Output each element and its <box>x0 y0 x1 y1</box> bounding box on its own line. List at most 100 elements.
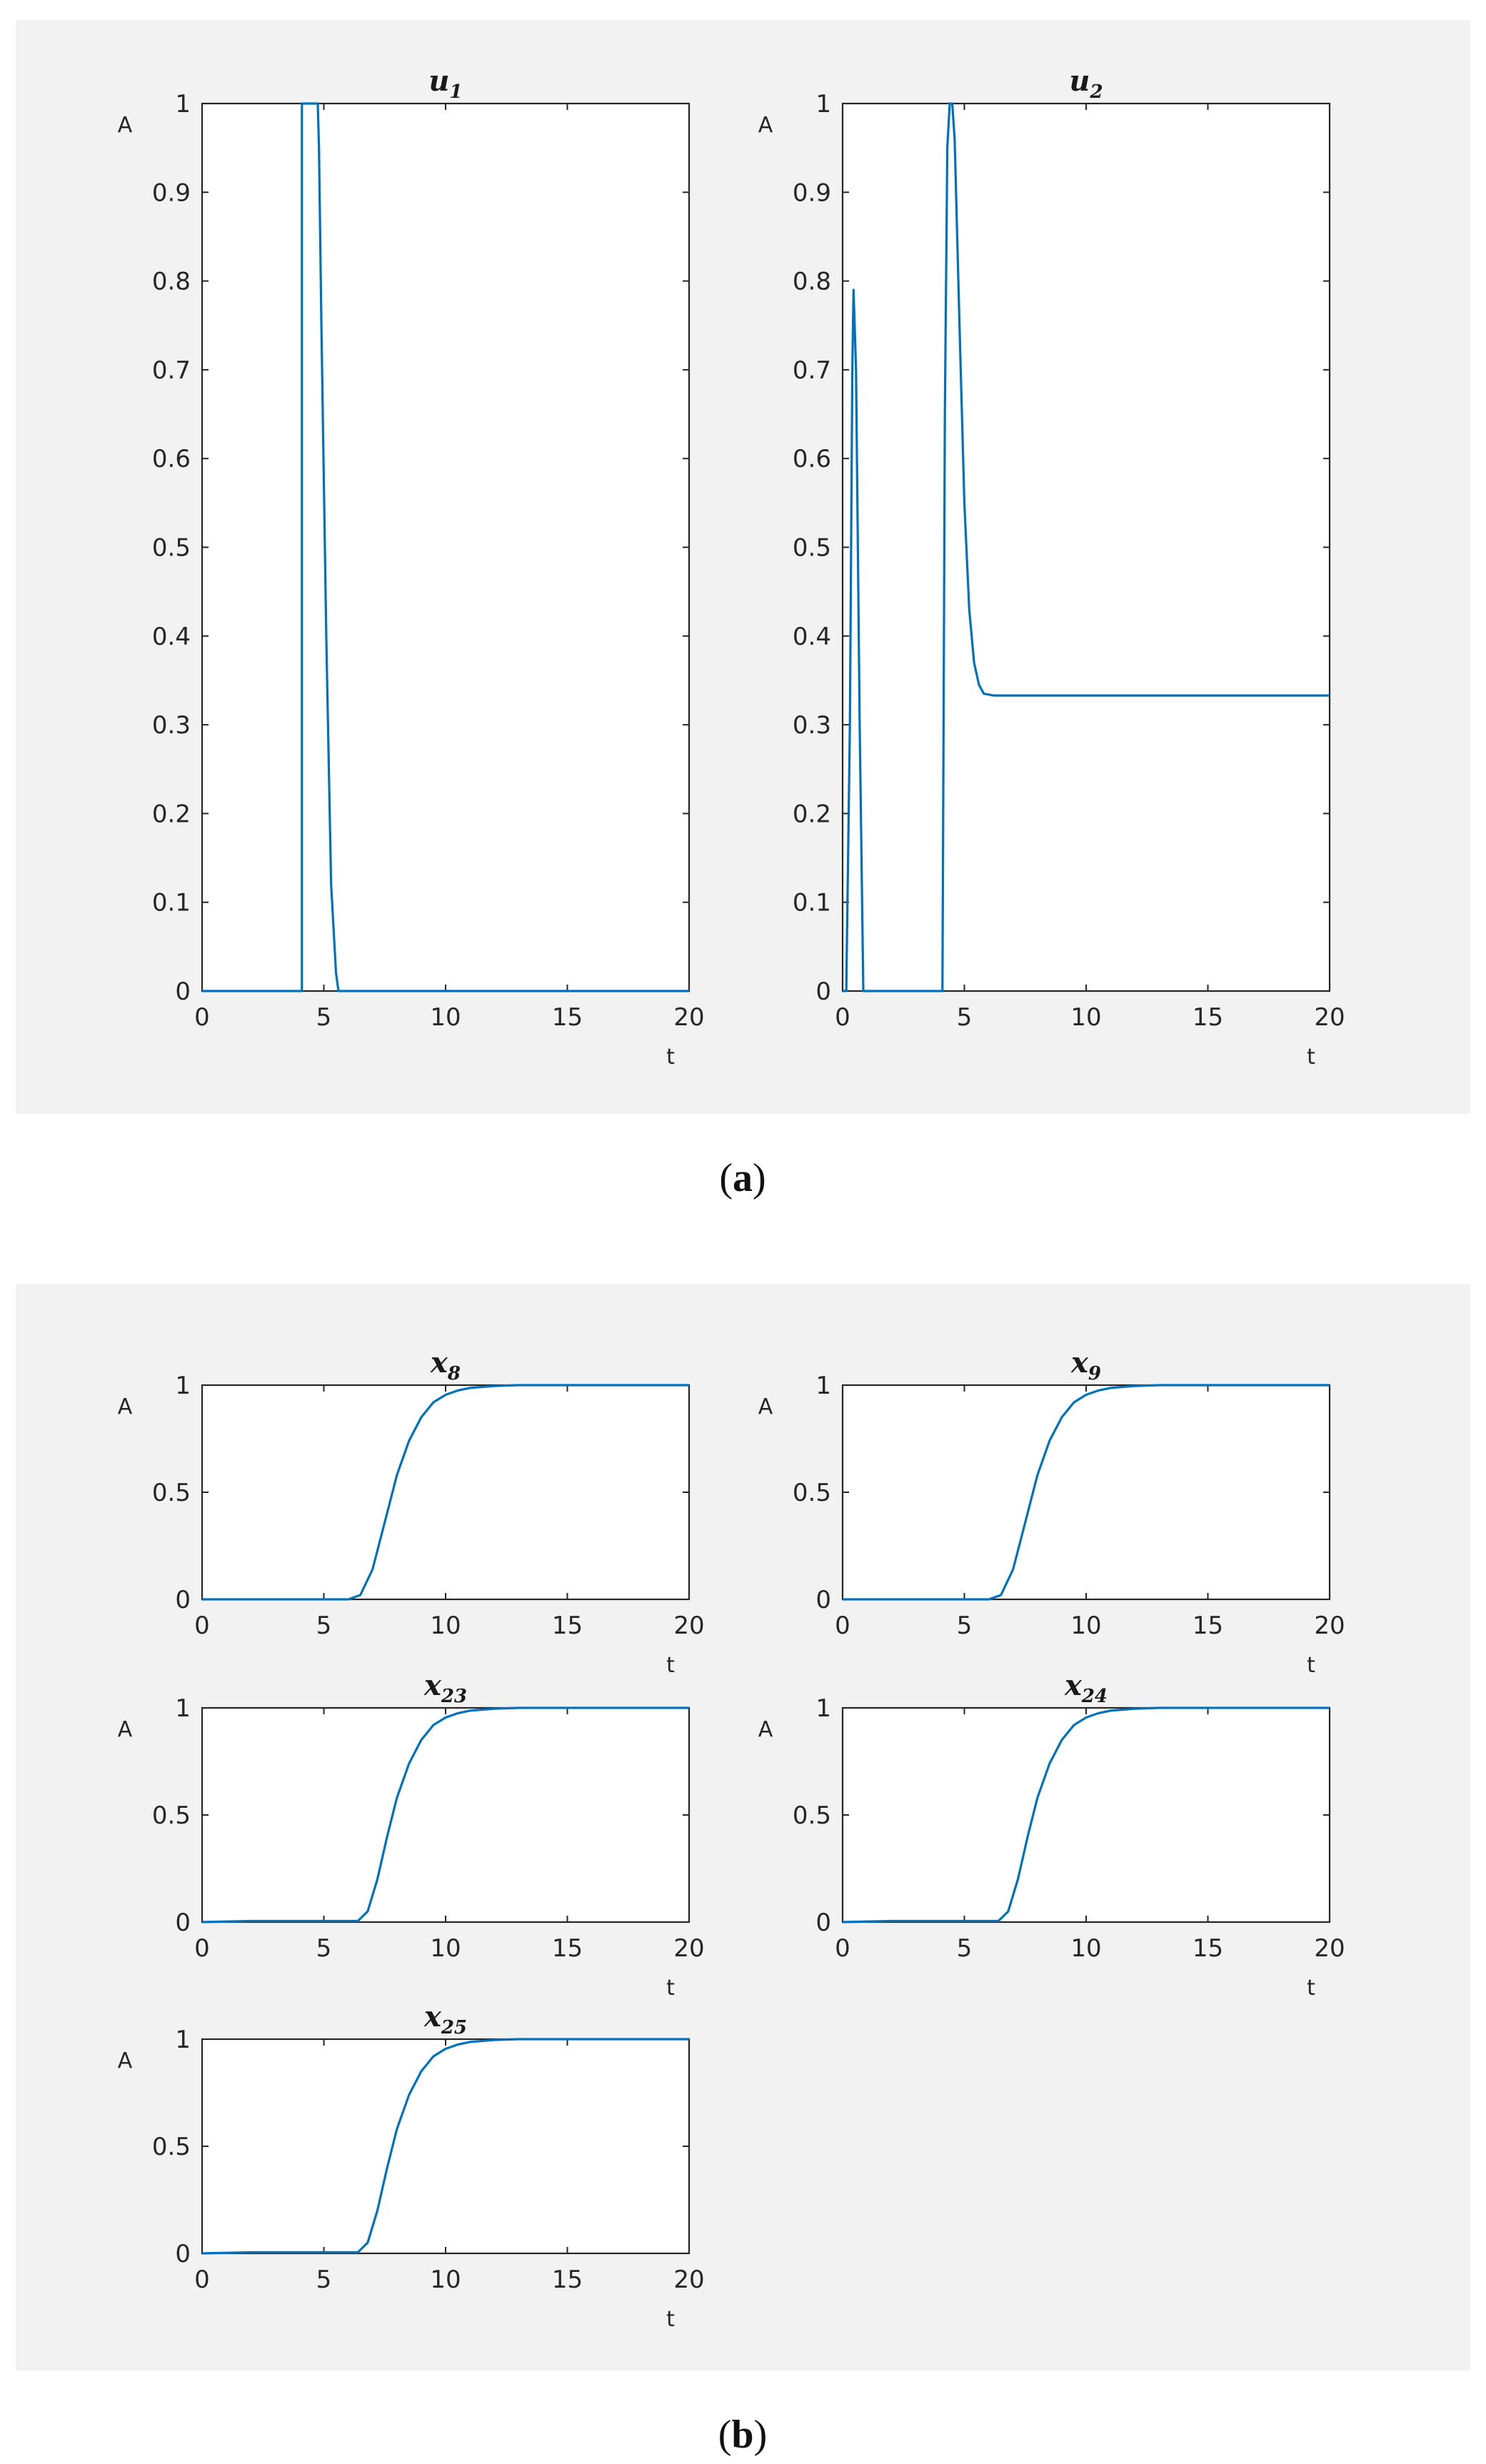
y-tick-label: 0.3 <box>152 711 191 740</box>
chart-title-main: x <box>423 1669 442 1702</box>
x-tick-label: 5 <box>316 1611 332 1640</box>
chart-u1: 0 5 10 15 20 0 0.1 0.2 0.3 0.4 0.5 0.6 0.7 0.8 0.9 1 t Au… <box>118 64 705 1070</box>
chart-title-main: u <box>428 64 449 98</box>
y-tick-label: 1 <box>175 1372 191 1400</box>
x-tick-label: 20 <box>1314 1003 1345 1032</box>
axes-box <box>201 1706 691 1924</box>
axes-box <box>201 2038 691 2255</box>
x-tick-label: 15 <box>1193 1003 1223 1032</box>
series-line-x24 <box>842 1706 1330 1924</box>
y-tick-label: 1 <box>815 90 831 119</box>
y-tick-label: 0 <box>175 2240 191 2268</box>
x-axis-label: t <box>666 1653 675 1678</box>
x-tick-label: 15 <box>552 1611 583 1640</box>
y-tick-label: 0.5 <box>152 1479 191 1507</box>
x-tick-label: 20 <box>673 1934 704 1963</box>
chart-title-subscript: 2 <box>1090 81 1103 103</box>
y-tick-label: 0 <box>175 977 191 1006</box>
y-tick-label: 0.5 <box>152 2133 191 2161</box>
axes-box <box>201 1384 691 1601</box>
x-tick-label: 5 <box>316 1003 332 1032</box>
x-axis-label: t <box>1307 1045 1315 1070</box>
y-axis-label: A <box>118 113 133 138</box>
x-tick-label: 10 <box>430 1934 461 1963</box>
y-tick-label: 0.9 <box>793 178 831 207</box>
series-line-u1 <box>202 102 689 992</box>
chart-title-main: x <box>423 2000 442 2033</box>
y-tick-label: 0.5 <box>793 1479 831 1507</box>
x-tick-label: 20 <box>1314 1611 1345 1640</box>
chart-title-subscript: 23 <box>441 1686 467 1707</box>
chart-title-main: x <box>1070 1346 1089 1379</box>
chart-u2: 0 5 10 15 20 0 0.1 0.2 0.3 0.4 0.5 0.6 0.7 0.8 0.9 1 t Au… <box>758 64 1345 1070</box>
x-tick-label: 5 <box>957 1934 973 1963</box>
y-tick-label: 0.3 <box>793 711 831 740</box>
chart-title-subscript: 24 <box>1081 1686 1108 1707</box>
y-axis-label: A <box>758 1394 773 1419</box>
x-tick-label: 10 <box>1070 1003 1101 1032</box>
x-tick-label: 0 <box>194 2266 210 2294</box>
y-tick-label: 1 <box>815 1372 831 1400</box>
x-axis-label: t <box>1307 1976 1315 2001</box>
axes-box <box>841 1384 1331 1601</box>
y-tick-label: 0.6 <box>793 445 831 473</box>
plots-container: 0 5 10 15 2000.10.20.30.40.50.60.70.80.91tAu… <box>118 64 1345 2332</box>
y-tick-label: 0.8 <box>152 268 191 296</box>
x-tick-label: 0 <box>194 1934 210 1963</box>
y-tick-label: 0.5 <box>152 534 191 563</box>
y-tick-label: 0.1 <box>152 889 191 917</box>
y-tick-label: 1 <box>815 1694 831 1723</box>
x-tick-label: 20 <box>1314 1934 1345 1963</box>
chart-title: u1 <box>428 64 462 103</box>
chart-x8: 0 5 10 15 20 0 0.5 1 t Ax8 <box>118 1346 705 1678</box>
series-line-x23 <box>201 1706 689 1924</box>
chart-title-main: x <box>1064 1669 1083 1702</box>
x-axis-label: t <box>1307 1653 1315 1678</box>
x-tick-label: 0 <box>835 1611 850 1640</box>
x-tick-label: 20 <box>673 2266 704 2294</box>
x-axis-label: t <box>666 1045 675 1070</box>
caption-a: (a) <box>719 1156 765 1200</box>
y-tick-label: 0 <box>815 977 831 1006</box>
axes-box <box>841 1706 1331 1924</box>
y-tick-label: 0 <box>815 1586 831 1614</box>
x-tick-label: 0 <box>194 1003 210 1032</box>
x-tick-label: 10 <box>1070 1934 1101 1963</box>
y-tick-label: 1 <box>175 1694 191 1723</box>
chart-title: x25 <box>423 2000 467 2038</box>
x-tick-label: 10 <box>430 1003 461 1032</box>
chart-title-main: x <box>430 1346 448 1379</box>
y-tick-label: 0.9 <box>152 178 191 207</box>
series-line-x8 <box>202 1384 689 1601</box>
y-axis-label: A <box>118 1717 133 1742</box>
y-tick-label: 0 <box>175 1586 191 1614</box>
chart-title-subscript: 9 <box>1088 1363 1101 1384</box>
y-tick-label: 0.5 <box>793 1801 831 1830</box>
chart-x9: 0 5 10 15 20 0 0.5 1 t Ax9 <box>758 1346 1345 1678</box>
y-tick-label: 0.5 <box>152 1801 191 1830</box>
y-tick-label: 0.6 <box>152 445 191 473</box>
x-tick-label: 15 <box>552 1003 583 1032</box>
chart-title: x24 <box>1064 1669 1108 1707</box>
y-tick-label: 0.1 <box>793 889 831 917</box>
x-axis-label: t <box>666 2307 675 2332</box>
y-tick-label: 0.8 <box>793 268 831 296</box>
x-axis-label: t <box>666 1976 675 2001</box>
y-tick-label: 0.2 <box>793 800 831 828</box>
chart-title: u2 <box>1069 64 1103 103</box>
y-axis-label: A <box>118 2048 133 2073</box>
x-tick-label: 15 <box>552 1934 583 1963</box>
y-tick-label: 0.5 <box>793 534 831 563</box>
x-tick-label: 5 <box>316 2266 332 2294</box>
axes-box <box>841 102 1331 992</box>
x-tick-label: 10 <box>1070 1611 1101 1640</box>
axes-box <box>201 102 691 992</box>
x-tick-label: 15 <box>1193 1611 1223 1640</box>
y-tick-label: 0 <box>175 1909 191 1937</box>
chart-title-subscript: 1 <box>450 81 463 103</box>
y-tick-label: 0.7 <box>152 356 191 385</box>
